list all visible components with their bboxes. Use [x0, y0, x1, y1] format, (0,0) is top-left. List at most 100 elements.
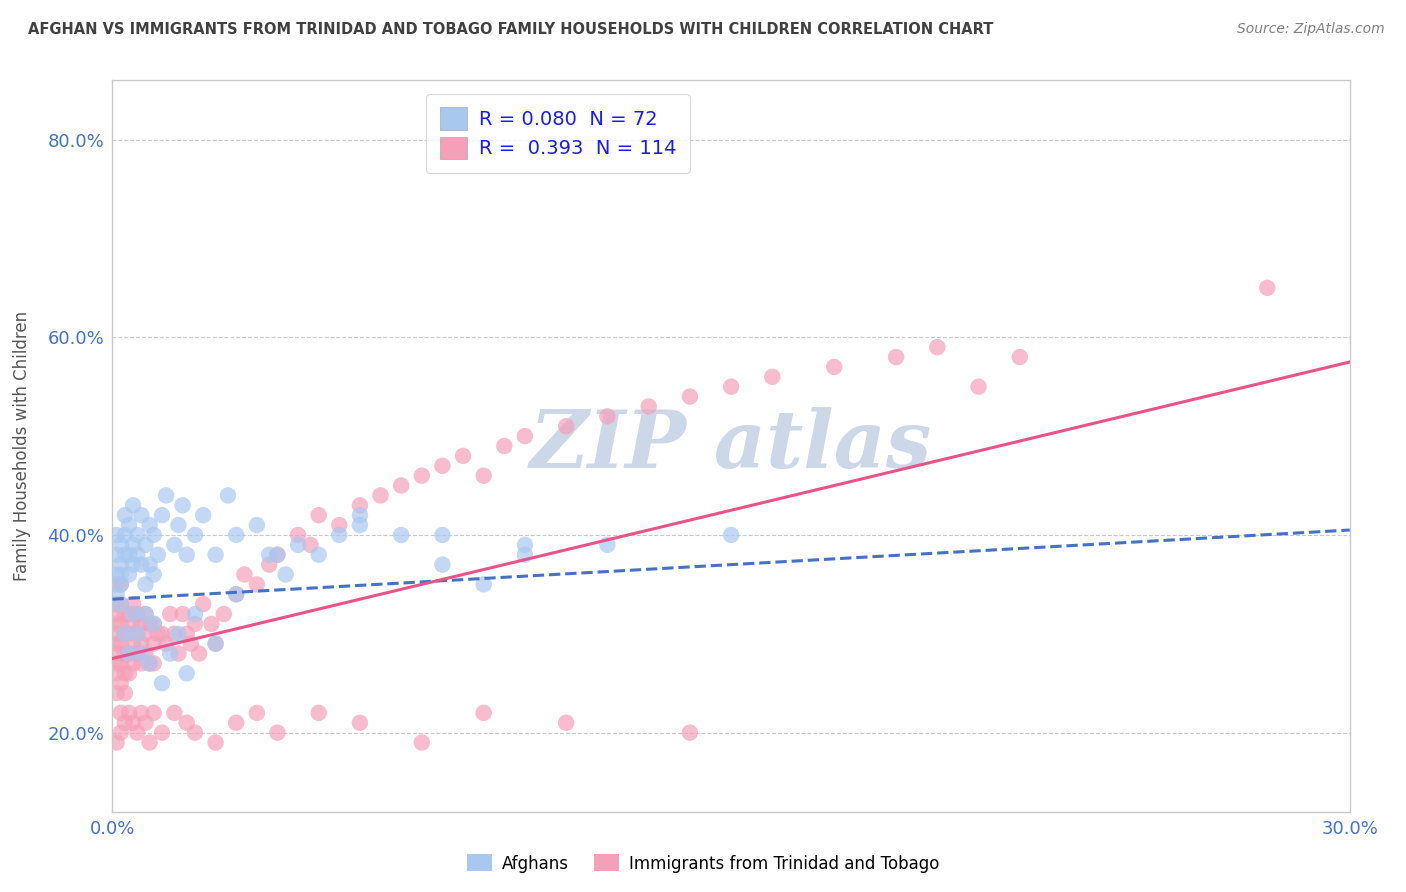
Point	[114, 548, 136, 562]
Text: Source: ZipAtlas.com: Source: ZipAtlas.com	[1237, 22, 1385, 37]
Point	[257, 558, 280, 572]
Point	[167, 627, 190, 641]
Point	[266, 725, 288, 739]
Point	[246, 518, 269, 533]
Point	[204, 735, 226, 749]
Point	[176, 715, 198, 730]
Point	[299, 538, 322, 552]
Point	[114, 508, 136, 523]
Point	[180, 637, 202, 651]
Point	[266, 548, 288, 562]
Point	[134, 627, 156, 641]
Point	[105, 528, 128, 542]
Point	[122, 616, 145, 631]
Point	[114, 666, 136, 681]
Point	[110, 706, 132, 720]
Point	[370, 488, 392, 502]
Point	[720, 380, 742, 394]
Point	[204, 637, 226, 651]
Legend: Afghans, Immigrants from Trinidad and Tobago: Afghans, Immigrants from Trinidad and To…	[460, 847, 946, 880]
Point	[150, 627, 173, 641]
Point	[110, 616, 132, 631]
Point	[184, 616, 207, 631]
Point	[411, 735, 433, 749]
Point	[193, 508, 215, 523]
Point	[105, 735, 128, 749]
Point	[246, 706, 269, 720]
Point	[122, 637, 145, 651]
Point	[225, 528, 247, 542]
Point	[637, 400, 659, 414]
Point	[823, 359, 845, 374]
Point	[155, 637, 177, 651]
Point	[146, 627, 169, 641]
Point	[720, 528, 742, 542]
Point	[308, 508, 330, 523]
Point	[411, 468, 433, 483]
Point	[451, 449, 474, 463]
Point	[127, 627, 149, 641]
Point	[138, 616, 160, 631]
Point	[167, 518, 190, 533]
Point	[555, 715, 578, 730]
Point	[122, 715, 145, 730]
Point	[1008, 350, 1031, 364]
Point	[150, 725, 173, 739]
Point	[138, 657, 160, 671]
Point	[349, 518, 371, 533]
Text: ZIP atlas: ZIP atlas	[530, 408, 932, 484]
Point	[967, 380, 990, 394]
Point	[131, 657, 153, 671]
Point	[138, 558, 160, 572]
Point	[349, 508, 371, 523]
Point	[118, 627, 141, 641]
Point	[134, 538, 156, 552]
Point	[225, 715, 247, 730]
Point	[225, 587, 247, 601]
Point	[118, 518, 141, 533]
Point	[193, 597, 215, 611]
Point	[349, 498, 371, 512]
Point	[105, 686, 128, 700]
Point	[114, 715, 136, 730]
Point	[389, 478, 412, 492]
Point	[118, 548, 141, 562]
Point	[176, 627, 198, 641]
Point	[105, 627, 128, 641]
Point	[389, 528, 412, 542]
Point	[266, 548, 288, 562]
Point	[163, 627, 186, 641]
Point	[110, 597, 132, 611]
Point	[927, 340, 949, 354]
Point	[188, 647, 211, 661]
Point	[110, 597, 132, 611]
Point	[131, 558, 153, 572]
Point	[138, 518, 160, 533]
Point	[432, 558, 454, 572]
Point	[105, 587, 128, 601]
Point	[105, 577, 128, 591]
Point	[118, 666, 141, 681]
Point	[217, 488, 239, 502]
Point	[131, 637, 153, 651]
Point	[118, 706, 141, 720]
Point	[110, 577, 132, 591]
Point	[204, 637, 226, 651]
Point	[472, 468, 495, 483]
Point	[155, 488, 177, 502]
Point	[110, 577, 132, 591]
Point	[204, 548, 226, 562]
Point	[176, 548, 198, 562]
Text: AFGHAN VS IMMIGRANTS FROM TRINIDAD AND TOBAGO FAMILY HOUSEHOLDS WITH CHILDREN CO: AFGHAN VS IMMIGRANTS FROM TRINIDAD AND T…	[28, 22, 994, 37]
Point	[127, 647, 149, 661]
Point	[679, 390, 702, 404]
Point	[110, 676, 132, 690]
Point	[472, 577, 495, 591]
Point	[118, 567, 141, 582]
Point	[146, 548, 169, 562]
Point	[184, 607, 207, 621]
Point	[555, 419, 578, 434]
Point	[122, 558, 145, 572]
Point	[513, 429, 536, 443]
Point	[287, 528, 309, 542]
